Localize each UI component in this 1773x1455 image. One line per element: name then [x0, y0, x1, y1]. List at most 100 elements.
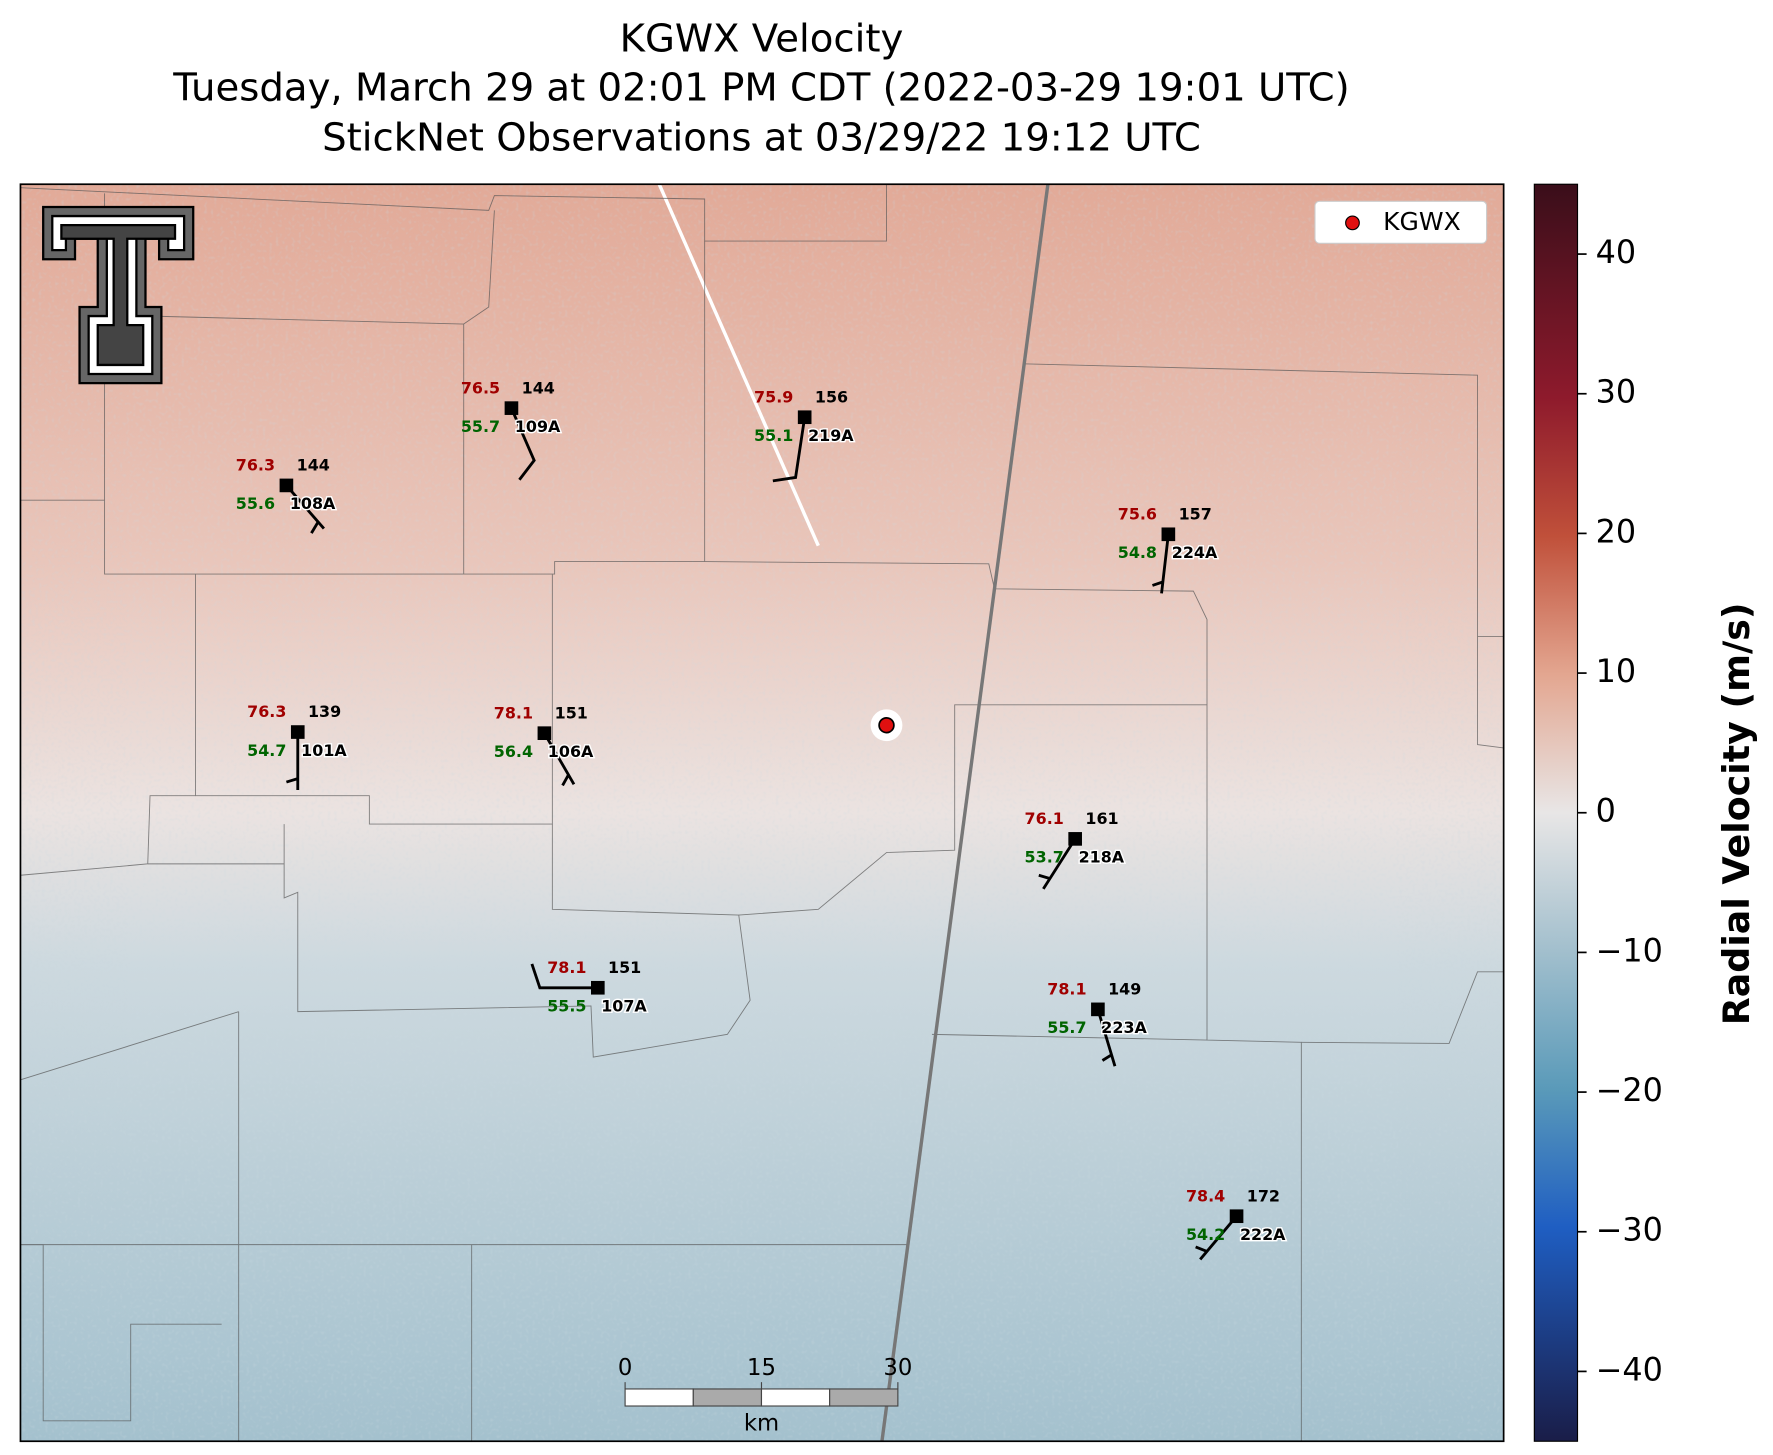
colorbar-tick-label: 20	[1596, 512, 1636, 550]
station-marker	[591, 980, 605, 995]
colorbar-tick-label: −10	[1596, 931, 1663, 969]
pressure: 144	[522, 378, 555, 397]
station-marker	[1161, 527, 1176, 542]
colorbar-tick-label: 40	[1596, 233, 1636, 271]
station-marker	[504, 401, 519, 415]
temperature: 76.3	[236, 456, 275, 475]
colorbar-label: Radial Velocity (m/s)	[1715, 603, 1758, 1026]
pressure: 144	[297, 456, 330, 475]
dewpoint: 54.2	[1186, 1225, 1225, 1244]
colorbar-tick-label: −20	[1596, 1071, 1663, 1109]
temperature: 78.1	[494, 703, 533, 722]
scale-tick-label: 30	[883, 1355, 912, 1381]
wind-barb	[772, 417, 807, 483]
wind-barb	[510, 407, 536, 481]
station: 78.1 149 55.7 223A	[1047, 980, 1149, 1067]
radar-texture	[20, 184, 1504, 1442]
colorbar-tick-label: 0	[1596, 792, 1616, 830]
colorbar-tick-label: 30	[1596, 373, 1636, 411]
dewpoint: 55.5	[547, 997, 586, 1016]
legend: KGWX	[1314, 200, 1488, 244]
wind-barb	[1152, 534, 1170, 594]
station-marker	[537, 726, 552, 741]
station: 76.1 161 53.7 218A	[1025, 809, 1126, 890]
station-marker	[1091, 1002, 1105, 1017]
temperature: 78.4	[1186, 1186, 1225, 1205]
station-id: 222A	[1240, 1225, 1286, 1244]
station-id: 106A	[548, 742, 594, 761]
temperature: 75.6	[1118, 504, 1157, 523]
subtitle: Tuesday, March 29 at 02:01 PM CDT (2022-…	[172, 65, 1349, 110]
station: 76.3 144 55.6 108A	[236, 456, 337, 534]
wind-barb	[1195, 1215, 1238, 1261]
pressure: 149	[1108, 980, 1141, 999]
station-id: 107A	[601, 997, 647, 1016]
station-marker	[279, 478, 294, 493]
legend-label: KGWX	[1383, 207, 1461, 236]
radar-site	[878, 716, 895, 734]
wind-barb	[1096, 1008, 1117, 1067]
legend-marker	[1345, 215, 1360, 231]
temperature: 78.1	[1047, 980, 1086, 999]
station-id: 223A	[1101, 1018, 1147, 1037]
station-id: 218A	[1079, 848, 1125, 867]
station-marker	[1229, 1209, 1244, 1224]
legend-box	[1314, 200, 1488, 244]
scale-unit: km	[744, 1411, 779, 1437]
wind-barb	[543, 732, 576, 787]
station-id: 224A	[1172, 543, 1218, 562]
dewpoint: 56.4	[494, 742, 533, 761]
dewpoint: 55.1	[754, 426, 793, 445]
map	[20, 184, 1504, 1442]
station-id: 219A	[808, 426, 854, 445]
station-id: 101A	[301, 741, 347, 760]
station: 76.5 144 55.7 109A	[461, 378, 562, 481]
station: 78.1 151 56.4 106A	[494, 703, 595, 787]
pressure: 151	[555, 703, 588, 722]
station-marker	[290, 725, 305, 739]
temperature: 76.1	[1025, 809, 1064, 828]
temperature: 76.5	[461, 378, 500, 397]
station: 75.9 156 55.1 219A	[754, 387, 856, 483]
station-marker	[1068, 832, 1082, 846]
colorbar	[1533, 183, 1579, 1442]
pressure: 161	[1085, 809, 1118, 828]
map-frame	[19, 183, 1505, 1443]
scale-tick-label: 15	[747, 1355, 776, 1381]
subtitle: StickNet Observations at 03/29/22 19:12 …	[322, 115, 1201, 160]
temperature: 78.1	[547, 958, 586, 977]
scale-bar	[624, 1388, 899, 1407]
pressure: 139	[308, 702, 341, 721]
logo	[42, 205, 195, 385]
dewpoint: 54.7	[247, 741, 286, 760]
wind-barb	[285, 732, 300, 791]
dewpoint: 55.7	[1047, 1018, 1086, 1037]
scale-tick-label: 0	[618, 1355, 632, 1381]
station: 78.4 172 54.2 222A	[1186, 1186, 1288, 1261]
wind-barb	[1038, 838, 1077, 890]
colorbar-tick-label: −30	[1596, 1211, 1663, 1249]
temperature: 75.9	[754, 387, 793, 406]
pressure: 157	[1179, 504, 1212, 523]
station: 75.6 157 54.8 224A	[1118, 504, 1219, 594]
beam-blockage	[657, 184, 820, 547]
wind-barb	[530, 963, 598, 990]
county-lines	[20, 184, 1504, 1442]
station-id: 108A	[290, 494, 336, 513]
colorbar-tick-label: −40	[1596, 1350, 1663, 1388]
dewpoint: 55.7	[461, 417, 500, 436]
dewpoint: 53.7	[1025, 848, 1064, 867]
stations: 76.5 144 55.7 109A 75.9 156 55.1 219A 76.3 144 55.…	[236, 378, 1288, 1261]
temperature: 76.3	[247, 702, 286, 721]
station: 76.3 139 54.7 101A	[247, 702, 349, 791]
station-marker	[797, 410, 812, 425]
pressure: 156	[815, 387, 848, 406]
station: 78.1 151 55.5 107A	[530, 958, 649, 1017]
dewpoint: 54.8	[1118, 543, 1157, 562]
wind-barb	[285, 484, 325, 534]
pressure: 151	[608, 958, 641, 977]
state-line	[880, 184, 1050, 1442]
title: KGWX Velocity	[620, 17, 904, 62]
pressure: 172	[1247, 1186, 1280, 1205]
